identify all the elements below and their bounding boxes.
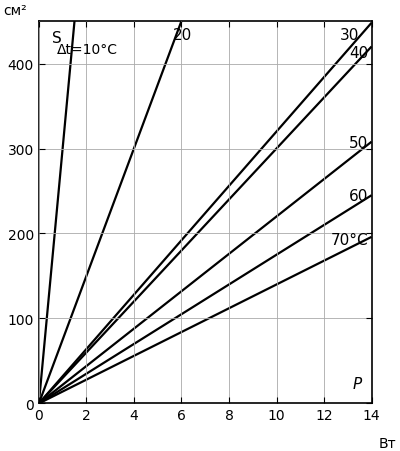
Text: 70°C: 70°C [330,232,368,248]
Text: 40: 40 [349,46,368,61]
Text: 20: 20 [173,28,192,43]
Text: 60: 60 [349,189,368,203]
Text: см²: см² [3,4,27,18]
Text: Δt=10°C: Δt=10°C [57,43,118,57]
Text: P: P [353,376,362,391]
Text: S: S [52,31,62,46]
Text: 30: 30 [340,28,360,43]
Text: Вт: Вт [379,436,396,450]
Text: 50: 50 [349,136,368,151]
